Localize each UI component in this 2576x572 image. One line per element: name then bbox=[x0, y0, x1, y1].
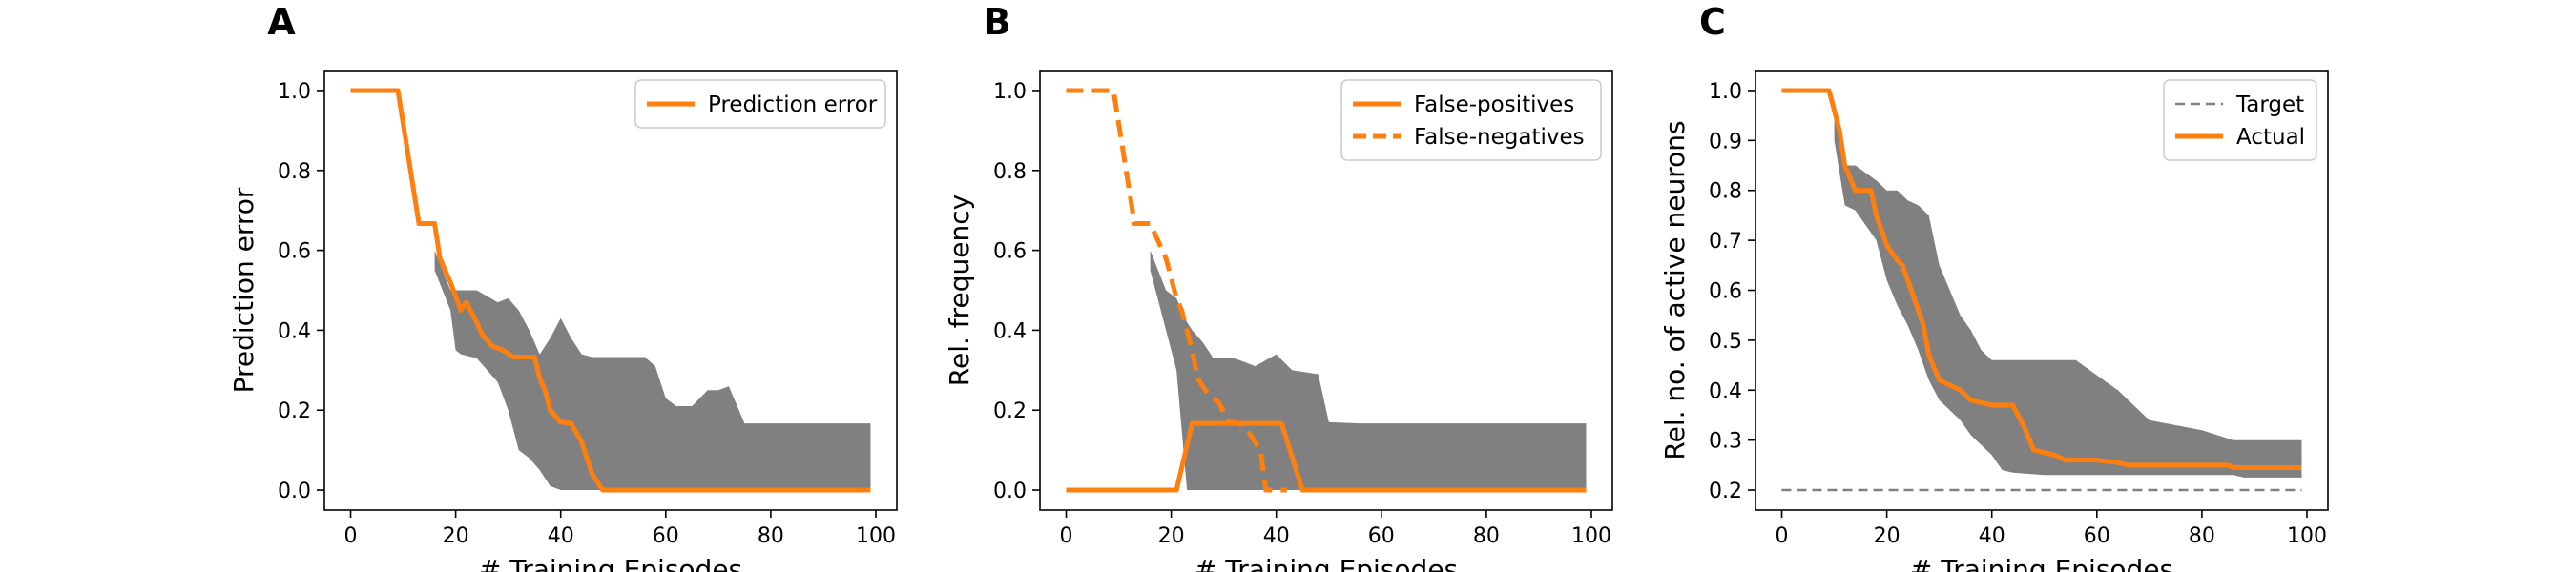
y-tick-label: 0.6 bbox=[1709, 280, 1742, 304]
x-tick-label: 80 bbox=[2189, 524, 2215, 548]
x-tick-label: 40 bbox=[1979, 524, 2005, 548]
y-tick-label: 0.2 bbox=[993, 399, 1027, 423]
panel-letter: A bbox=[267, 1, 296, 43]
legend-box bbox=[1340, 79, 1602, 161]
legend-box bbox=[2163, 79, 2317, 161]
legend-entry-label: Actual bbox=[2236, 125, 2305, 150]
axes-frame bbox=[323, 70, 898, 511]
y-tick-label: 0.0 bbox=[278, 480, 311, 503]
legend-entry-label: False-positives bbox=[1414, 92, 1574, 117]
y-axis-label: Rel. frequency bbox=[944, 194, 975, 386]
x-tick-label: 100 bbox=[2287, 524, 2327, 548]
y-tick-label: 0.2 bbox=[1709, 480, 1742, 503]
variability-band bbox=[434, 250, 871, 490]
variability-band bbox=[1150, 250, 1587, 490]
panel-letter: C bbox=[1699, 1, 1726, 43]
y-tick-label: 0.4 bbox=[993, 319, 1027, 343]
y-tick-label: 0.9 bbox=[1709, 130, 1742, 153]
plot-area bbox=[350, 88, 871, 493]
legend-entry-label: False-negatives bbox=[1414, 125, 1585, 150]
x-tick-label: 60 bbox=[2084, 524, 2110, 548]
x-tick-label: 0 bbox=[1060, 524, 1073, 548]
series-line-1 bbox=[350, 88, 871, 493]
y-tick-label: 0.8 bbox=[993, 160, 1027, 184]
x-tick-label: 20 bbox=[443, 524, 469, 548]
y-tick-label: 1.0 bbox=[278, 80, 311, 104]
y-tick-label: 0.3 bbox=[1709, 430, 1742, 454]
panel-a: 0 20 40 60 80 100 0.0 0.2 0.4 0.6 0.8 1.0 # Training… bbox=[228, 1, 898, 572]
y-tick-label: 0.2 bbox=[278, 399, 311, 423]
legend-box bbox=[634, 79, 886, 129]
y-tick-label: 1.0 bbox=[993, 80, 1027, 104]
variability-band bbox=[1834, 115, 2302, 478]
series-line-2 bbox=[1066, 88, 1287, 493]
plot-area bbox=[1781, 88, 2302, 492]
y-tick-label: 0.0 bbox=[993, 480, 1027, 503]
x-tick-label: 100 bbox=[856, 524, 896, 548]
y-tick-label: 0.5 bbox=[1709, 330, 1742, 354]
y-tick-label: 1.0 bbox=[1709, 80, 1742, 104]
x-tick-label: 80 bbox=[1473, 524, 1500, 548]
y-tick-label: 0.8 bbox=[278, 160, 311, 184]
legend: Target Actual bbox=[2163, 79, 2317, 161]
x-tick-label: 0 bbox=[344, 524, 358, 548]
y-tick-label: 0.7 bbox=[1709, 230, 1742, 254]
x-tick-label: 80 bbox=[758, 524, 784, 548]
panel-b: 0 20 40 60 80 100 0.0 0.2 0.4 0.6 0.8 1.0 # Training… bbox=[944, 1, 1613, 572]
legend: Prediction error bbox=[634, 79, 886, 129]
panel-c: 0 20 40 60 80 100 0.2 0.3 0.4 0.5 0.6 0.7 0.8 0.9 1.0 #… bbox=[1659, 1, 2329, 572]
y-tick-label: 0.6 bbox=[993, 240, 1027, 264]
x-tick-label: 100 bbox=[1571, 524, 1611, 548]
x-tick-label: 20 bbox=[1158, 524, 1185, 548]
y-tick-label: 0.6 bbox=[278, 240, 311, 264]
panel-letter: B bbox=[984, 1, 1011, 43]
x-axis-label: # Training Episodes bbox=[1910, 554, 2173, 572]
y-axis-label: Prediction error bbox=[228, 187, 260, 393]
x-axis-label: # Training Episodes bbox=[1195, 554, 1458, 572]
axes-frame bbox=[1039, 70, 1613, 511]
x-tick-label: 60 bbox=[1368, 524, 1395, 548]
x-tick-label: 0 bbox=[1776, 524, 1789, 548]
legend-entry-label: Prediction error bbox=[708, 92, 878, 117]
plot-area bbox=[1066, 88, 1587, 493]
legend: False-positives False-negatives bbox=[1340, 79, 1602, 161]
series-line-2 bbox=[1781, 88, 2302, 470]
x-axis-label: # Training Episodes bbox=[479, 554, 742, 572]
x-tick-label: 40 bbox=[548, 524, 574, 548]
x-tick-label: 60 bbox=[653, 524, 679, 548]
y-axis-label: Rel. no. of active neurons bbox=[1659, 120, 1691, 460]
legend-entry-label: Target bbox=[2235, 92, 2304, 117]
y-tick-label: 0.4 bbox=[1709, 379, 1742, 403]
y-tick-label: 0.8 bbox=[1709, 180, 1742, 204]
x-tick-label: 40 bbox=[1263, 524, 1290, 548]
y-tick-label: 0.4 bbox=[278, 319, 311, 343]
x-tick-label: 20 bbox=[1874, 524, 1901, 548]
